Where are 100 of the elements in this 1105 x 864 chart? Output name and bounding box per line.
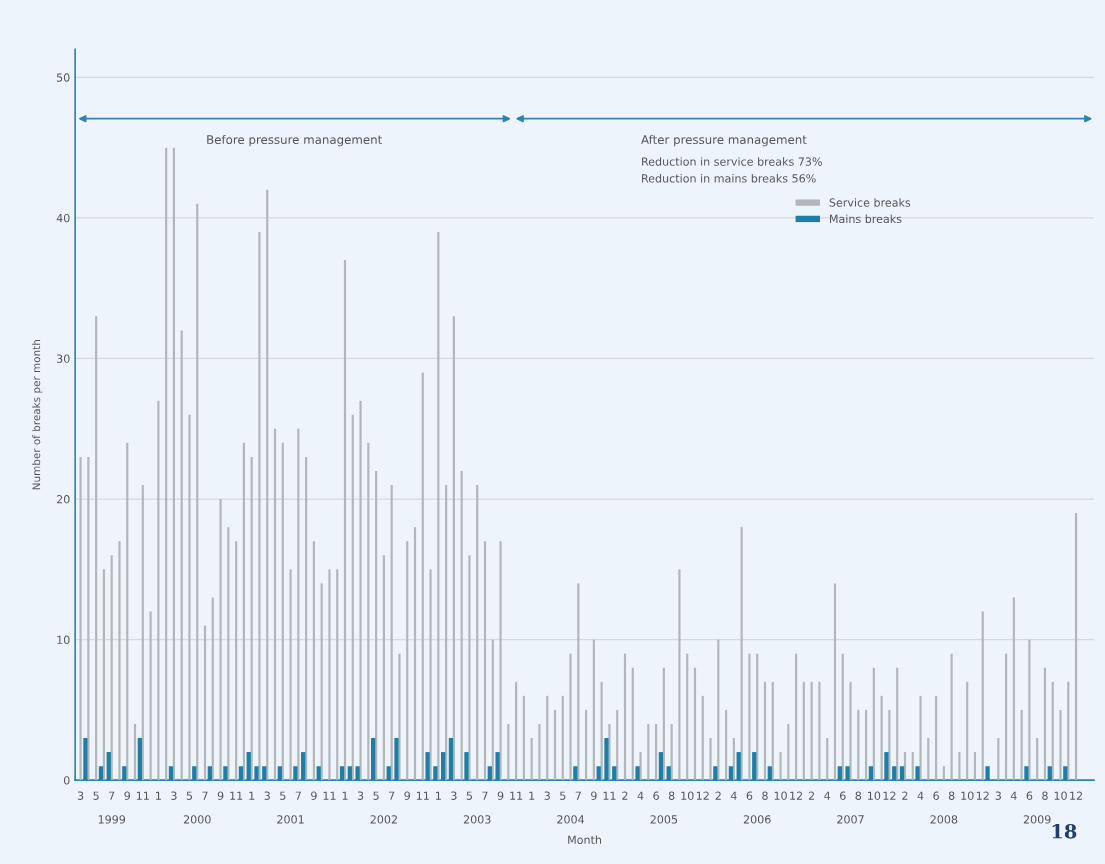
bar — [507, 723, 510, 781]
bar — [670, 723, 673, 781]
x-tick-label: 12 — [790, 791, 803, 800]
y-tick-label: 20 — [56, 495, 70, 504]
text: 2001 — [277, 815, 304, 824]
bar — [561, 695, 564, 781]
y-tick-label: 40 — [56, 213, 70, 223]
bar — [483, 541, 487, 781]
bar — [973, 752, 977, 781]
bar — [787, 723, 790, 781]
x-tick-label: 12 — [1070, 791, 1083, 800]
bar — [647, 723, 650, 781]
x-tick-label: 8 — [855, 791, 862, 800]
bar — [966, 681, 969, 781]
bar — [491, 639, 494, 781]
bar — [717, 639, 720, 781]
x-tick-label: 9 — [311, 791, 317, 800]
bar — [623, 653, 627, 781]
x-tick-label: 3 — [544, 791, 550, 800]
bar — [600, 681, 603, 781]
x-tick-label: 8 — [668, 791, 675, 800]
bar — [328, 569, 331, 781]
y-tick-label: 10 — [57, 635, 70, 645]
x-tick-label: 4 — [637, 791, 644, 800]
bar — [981, 611, 984, 781]
x-tick-label: 2 — [715, 791, 721, 800]
bar — [250, 456, 253, 781]
bar — [203, 625, 207, 781]
bar — [235, 541, 238, 781]
bar — [857, 709, 860, 781]
bar — [367, 442, 370, 781]
bar — [351, 414, 354, 781]
bar — [732, 738, 735, 781]
bar — [903, 752, 907, 781]
x-tick-label: 7 — [109, 791, 115, 800]
x-tick-label: 7 — [482, 791, 488, 800]
bar — [958, 752, 961, 781]
x-tick-label: 9 — [497, 791, 504, 800]
bar — [375, 470, 378, 781]
x-tick-label: 7 — [575, 791, 581, 800]
bar — [1004, 653, 1008, 781]
x-tick-label: 4 — [824, 791, 831, 800]
bar — [445, 485, 448, 781]
bar — [826, 738, 829, 781]
bar — [818, 681, 821, 781]
x-tick-label: 1 — [249, 791, 255, 800]
bar — [413, 527, 417, 781]
x-tick-label: 2 — [808, 791, 815, 800]
x-tick-label: 5 — [93, 791, 99, 800]
bar — [452, 316, 455, 781]
bar — [188, 414, 191, 781]
x-tick-label: 11 — [416, 791, 429, 800]
x-tick-label: 11 — [136, 791, 149, 800]
bar — [592, 639, 595, 781]
x-tick-label: 10 — [868, 791, 881, 800]
bar — [1012, 597, 1015, 781]
x-tick-label: 6 — [839, 791, 846, 800]
x-tick-label: 3 — [77, 791, 84, 800]
bar — [242, 442, 245, 781]
bar — [165, 147, 168, 781]
x-tick-label: 4 — [917, 791, 924, 800]
bar — [701, 695, 704, 781]
x-axis-title: Month — [568, 835, 602, 844]
bar — [126, 442, 129, 781]
bar — [79, 456, 82, 781]
x-tick-label: 4 — [730, 791, 737, 800]
bar — [725, 709, 728, 781]
bar — [927, 738, 930, 781]
x-tick-label: 10 — [1054, 791, 1067, 800]
bar — [118, 541, 121, 781]
bar — [437, 231, 440, 781]
x-tick-label: 5 — [186, 791, 193, 800]
text: 2005 — [650, 815, 678, 824]
x-tick-label: 10 — [774, 791, 787, 800]
bar — [406, 541, 409, 781]
bar — [312, 541, 315, 781]
bar — [499, 541, 502, 781]
y-tick-label: 30 — [56, 354, 70, 363]
bar — [841, 653, 844, 781]
bar — [833, 583, 837, 781]
text: 2002 — [370, 815, 397, 824]
bar — [297, 428, 300, 781]
bar — [639, 752, 642, 781]
text: 2003 — [463, 815, 491, 824]
bar — [849, 681, 852, 781]
bar — [693, 667, 697, 781]
x-tick-label: 9 — [404, 791, 410, 800]
x-tick-label: 5 — [373, 791, 379, 800]
text: 2004 — [557, 815, 585, 824]
text: 2009 — [1023, 815, 1051, 824]
annotation: Before pressure management — [207, 134, 382, 147]
bar — [546, 695, 549, 781]
x-tick-label: 10 — [961, 791, 974, 800]
legend-label: Mains breaks — [830, 214, 902, 224]
bar — [740, 527, 743, 781]
bar — [343, 260, 347, 781]
x-tick-label: 1 — [342, 791, 348, 800]
bar — [266, 189, 269, 781]
text: 18 — [1052, 823, 1077, 839]
x-tick-label: 6 — [653, 791, 659, 800]
